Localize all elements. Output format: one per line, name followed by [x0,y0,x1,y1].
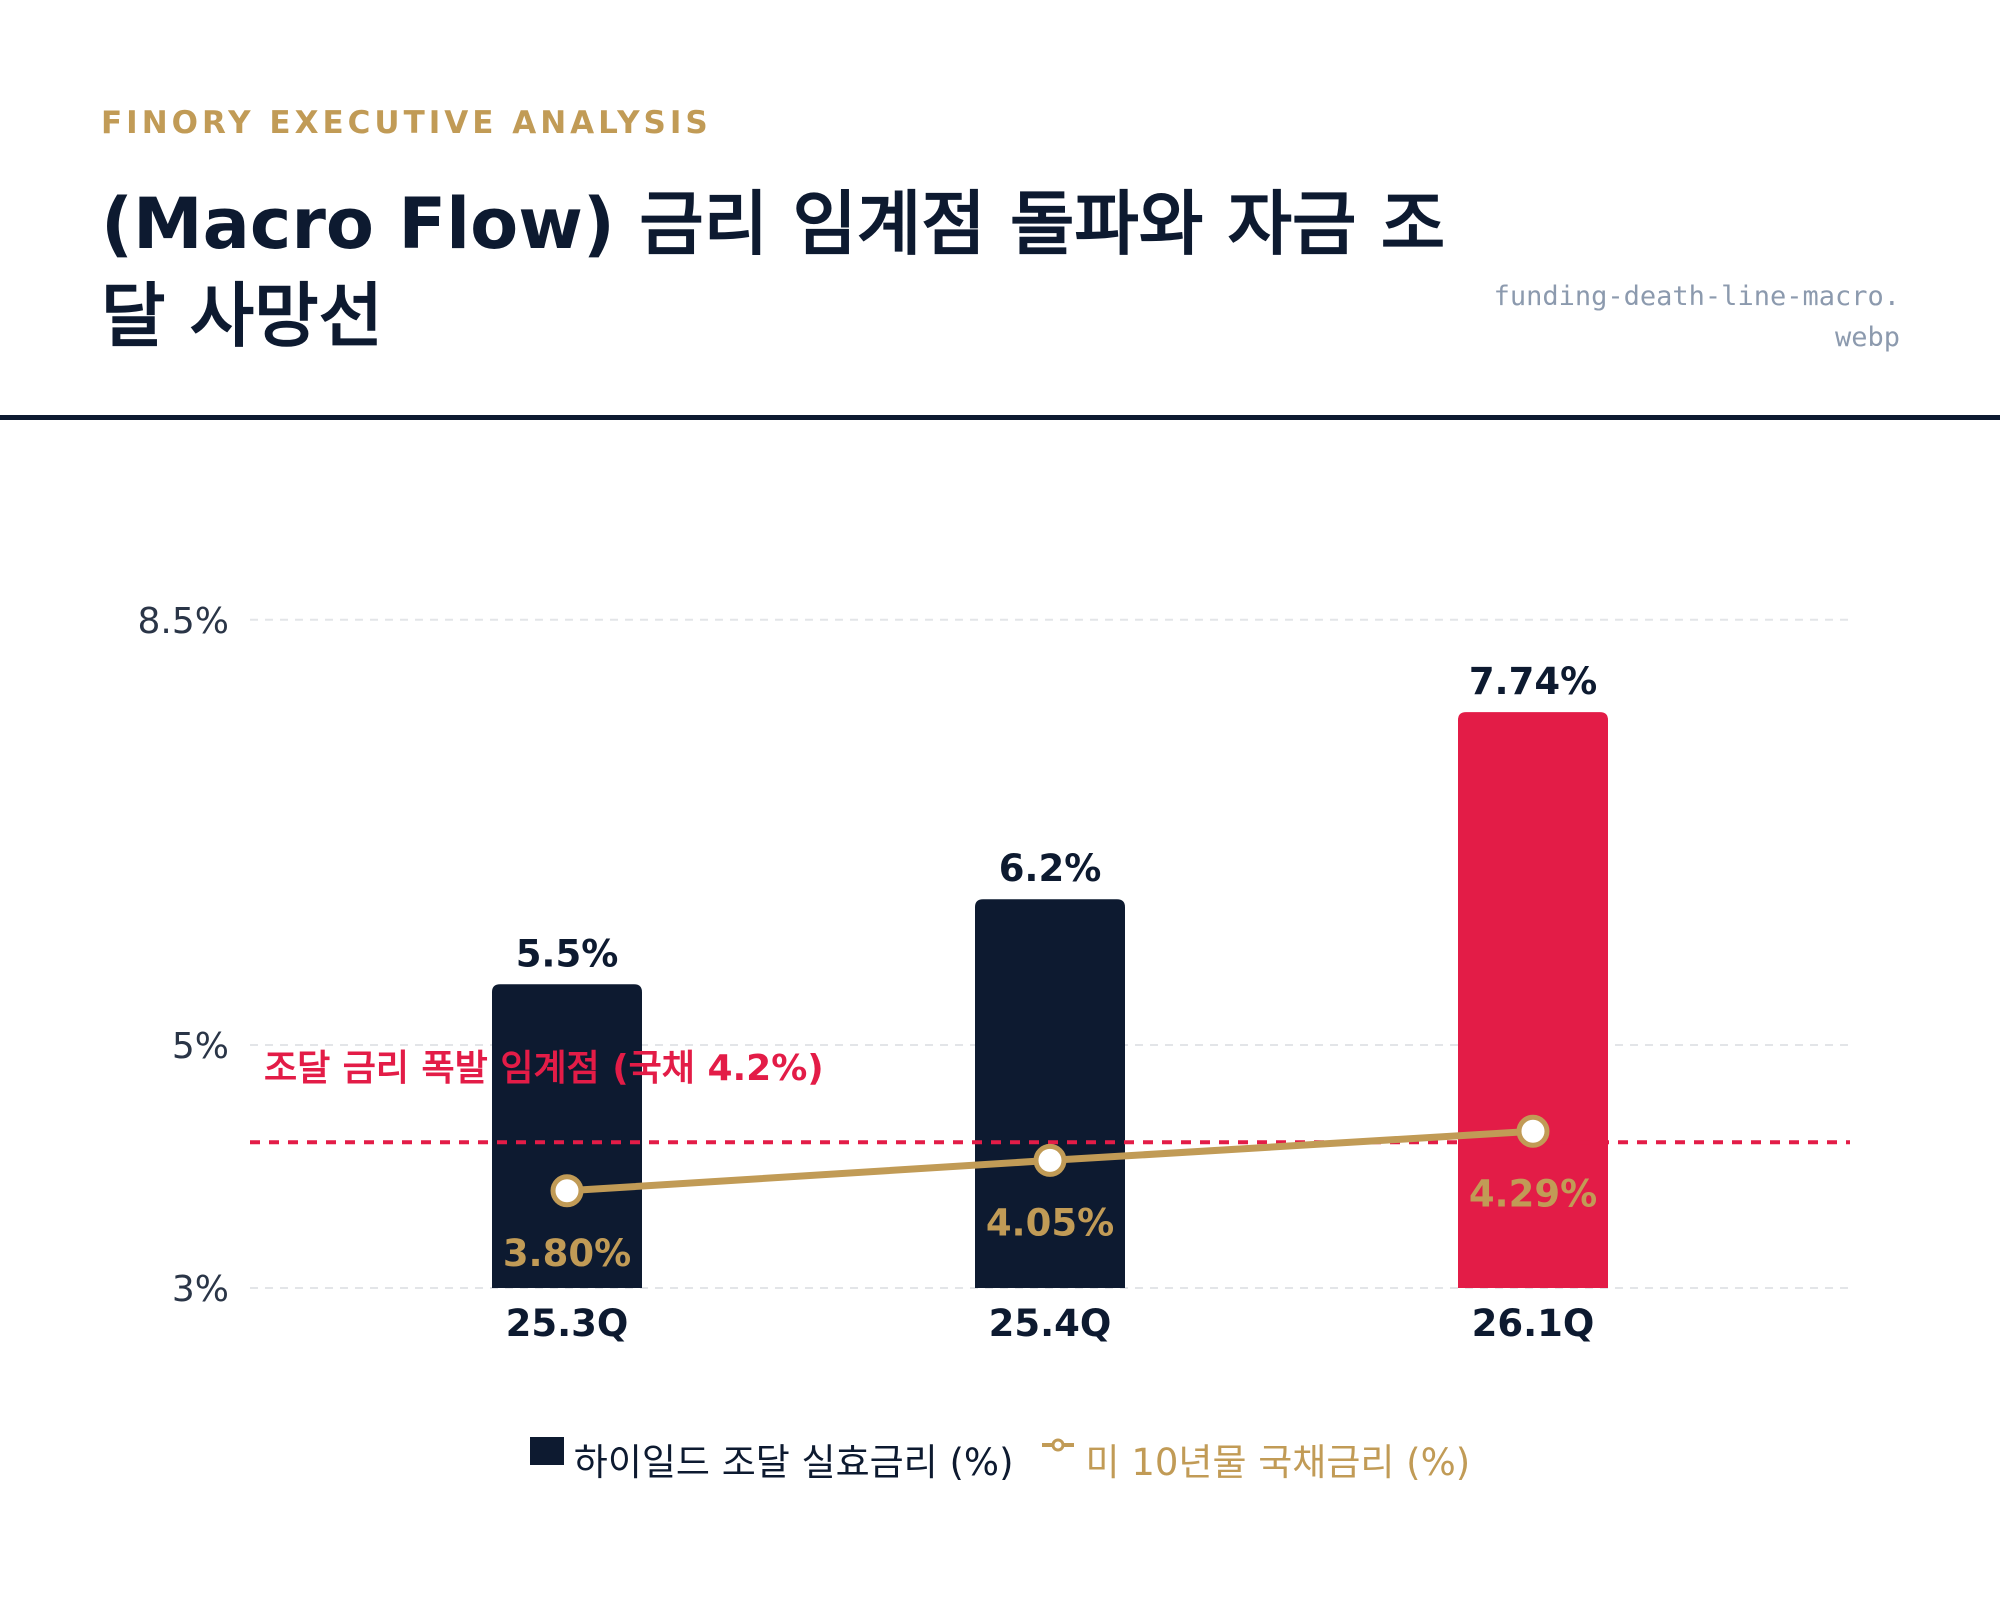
bar-value-label: 5.5% [516,932,619,975]
y-axis-ticks: 3% 5% 8.5% [138,601,229,1310]
page-title: (Macro Flow) 금리 임계점 돌파와 자금 조달 사망선 [101,183,1446,357]
y-tick-label: 3% [172,1269,229,1310]
bar [975,899,1125,1288]
legend-swatch-line [1041,1438,1074,1452]
line-point [550,1174,584,1208]
x-tick-label: 25.4Q [989,1302,1112,1345]
bar-value-label: 7.74% [1469,660,1597,703]
header-divider [0,415,2000,420]
y-tick-label: 5% [172,1026,229,1067]
line-point [1516,1114,1550,1148]
bar [492,984,642,1288]
legend-label-bar: 하이일드 조달 실효금리 (%) [573,1441,1014,1484]
bar-value-label: 6.2% [999,847,1102,890]
legend-item-bar: 하이일드 조달 실효금리 (%) [529,1432,1014,1486]
x-tick-label: 25.3Q [506,1302,629,1345]
x-tick-label: 26.1Q [1472,1302,1595,1345]
line-series: 3.80% 4.05% 4.29% [503,1114,1597,1275]
line-value-label: 4.29% [1469,1172,1597,1215]
line-value-label: 3.80% [503,1232,631,1275]
eyebrow-label: FINORY EXECUTIVE ANALYSIS [101,105,712,141]
file-name: funding-death-line-macro.webp [1493,281,1900,353]
legend-label-line: 미 10년물 국채금리 (%) [1085,1441,1471,1484]
legend-item-line: 미 10년물 국채금리 (%) [1040,1432,1471,1486]
threshold-layer: 조달 금리 폭발 임계점 (국채 4.2%) [250,1048,1850,1145]
y-tick-label: 8.5% [138,601,229,642]
threshold-label: 조달 금리 폭발 임계점 (국채 4.2%) [264,1048,824,1089]
bar-series: 5.5% 6.2% 7.74% [492,660,1608,1288]
x-axis-ticks: 25.3Q 25.4Q 26.1Q [506,1302,1595,1345]
line-point [1033,1143,1067,1177]
line-value-label: 4.05% [986,1201,1114,1244]
legend-swatch-bar [529,1437,564,1465]
chart-legend: 하이일드 조달 실효금리 (%) 미 10년물 국채금리 (%) [0,1432,2000,1486]
